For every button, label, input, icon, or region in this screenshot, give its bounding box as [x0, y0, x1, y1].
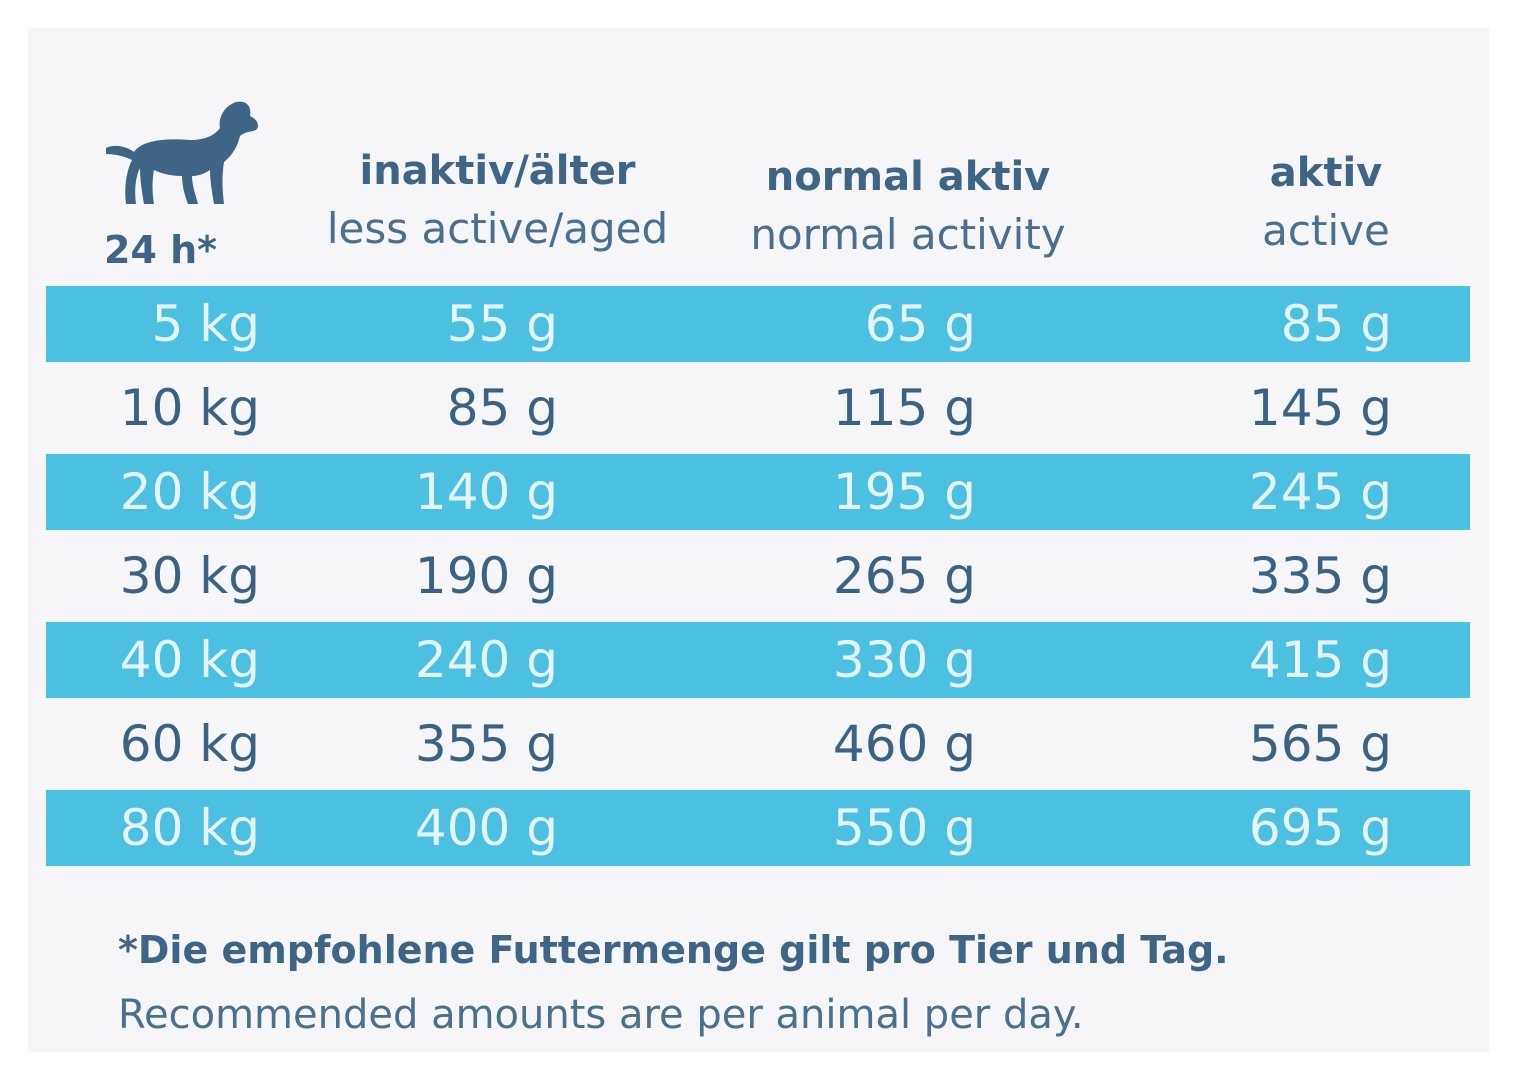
weight-cell: 20 kg	[119, 463, 260, 521]
weight-cell: 60 kg	[119, 715, 260, 773]
normal-amount-cell: 115 g	[832, 379, 976, 437]
normal-amount-cell: 550 g	[832, 799, 976, 857]
normal-amount-cell: 195 g	[832, 463, 976, 521]
active-amount-cell: 565 g	[1248, 715, 1392, 773]
table-row: 10 kg 85 g 115 g 145 g	[46, 370, 1470, 446]
column-header-normal-en: normal activity	[750, 210, 1066, 259]
inactive-amount-cell: 140 g	[414, 463, 558, 521]
column-header-normal-de: normal aktiv	[765, 154, 1051, 200]
per-day-label: 24 h*	[104, 228, 218, 272]
normal-amount-cell: 265 g	[832, 547, 976, 605]
active-amount-cell: 85 g	[1280, 295, 1392, 353]
weight-cell: 5 kg	[151, 295, 260, 353]
active-amount-cell: 245 g	[1248, 463, 1392, 521]
column-header-inactive-en: less active/aged	[326, 204, 669, 253]
column-header-normal: normal aktiv normal activity	[728, 154, 1088, 259]
weight-cell: 40 kg	[119, 631, 260, 689]
column-header-inactive-de: inaktiv/älter	[359, 148, 636, 194]
table-row: 20 kg 140 g 195 g 245 g	[46, 454, 1470, 530]
table-row: 60 kg 355 g 460 g 565 g	[46, 706, 1470, 782]
inactive-amount-cell: 55 g	[446, 295, 558, 353]
active-amount-cell: 695 g	[1248, 799, 1392, 857]
weight-cell: 10 kg	[119, 379, 260, 437]
dog-icon	[106, 101, 258, 204]
inactive-amount-cell: 355 g	[414, 715, 558, 773]
footnote-english: Recommended amounts are per animal per d…	[118, 992, 1084, 1038]
active-amount-cell: 145 g	[1248, 379, 1392, 437]
normal-amount-cell: 65 g	[864, 295, 976, 353]
inactive-amount-cell: 190 g	[414, 547, 558, 605]
column-header-active: aktiv active	[1226, 150, 1426, 255]
table-row: 5 kg 55 g 65 g 85 g	[46, 286, 1470, 362]
footnote-german: *Die empfohlene Futtermenge gilt pro Tie…	[118, 928, 1229, 972]
column-header-active-en: active	[1262, 206, 1390, 255]
inactive-amount-cell: 400 g	[414, 799, 558, 857]
table-row: 30 kg 190 g 265 g 335 g	[46, 538, 1470, 614]
inactive-amount-cell: 240 g	[414, 631, 558, 689]
weight-cell: 30 kg	[119, 547, 260, 605]
table-row: 80 kg 400 g 550 g 695 g	[46, 790, 1470, 866]
normal-amount-cell: 330 g	[832, 631, 976, 689]
column-header-active-de: aktiv	[1269, 150, 1383, 196]
column-header-inactive: inaktiv/älter less active/aged	[300, 148, 695, 253]
active-amount-cell: 415 g	[1248, 631, 1392, 689]
table-row: 40 kg 240 g 330 g 415 g	[46, 622, 1470, 698]
feeding-table-panel	[28, 28, 1489, 1052]
normal-amount-cell: 460 g	[832, 715, 976, 773]
inactive-amount-cell: 85 g	[446, 379, 558, 437]
weight-cell: 80 kg	[119, 799, 260, 857]
active-amount-cell: 335 g	[1248, 547, 1392, 605]
